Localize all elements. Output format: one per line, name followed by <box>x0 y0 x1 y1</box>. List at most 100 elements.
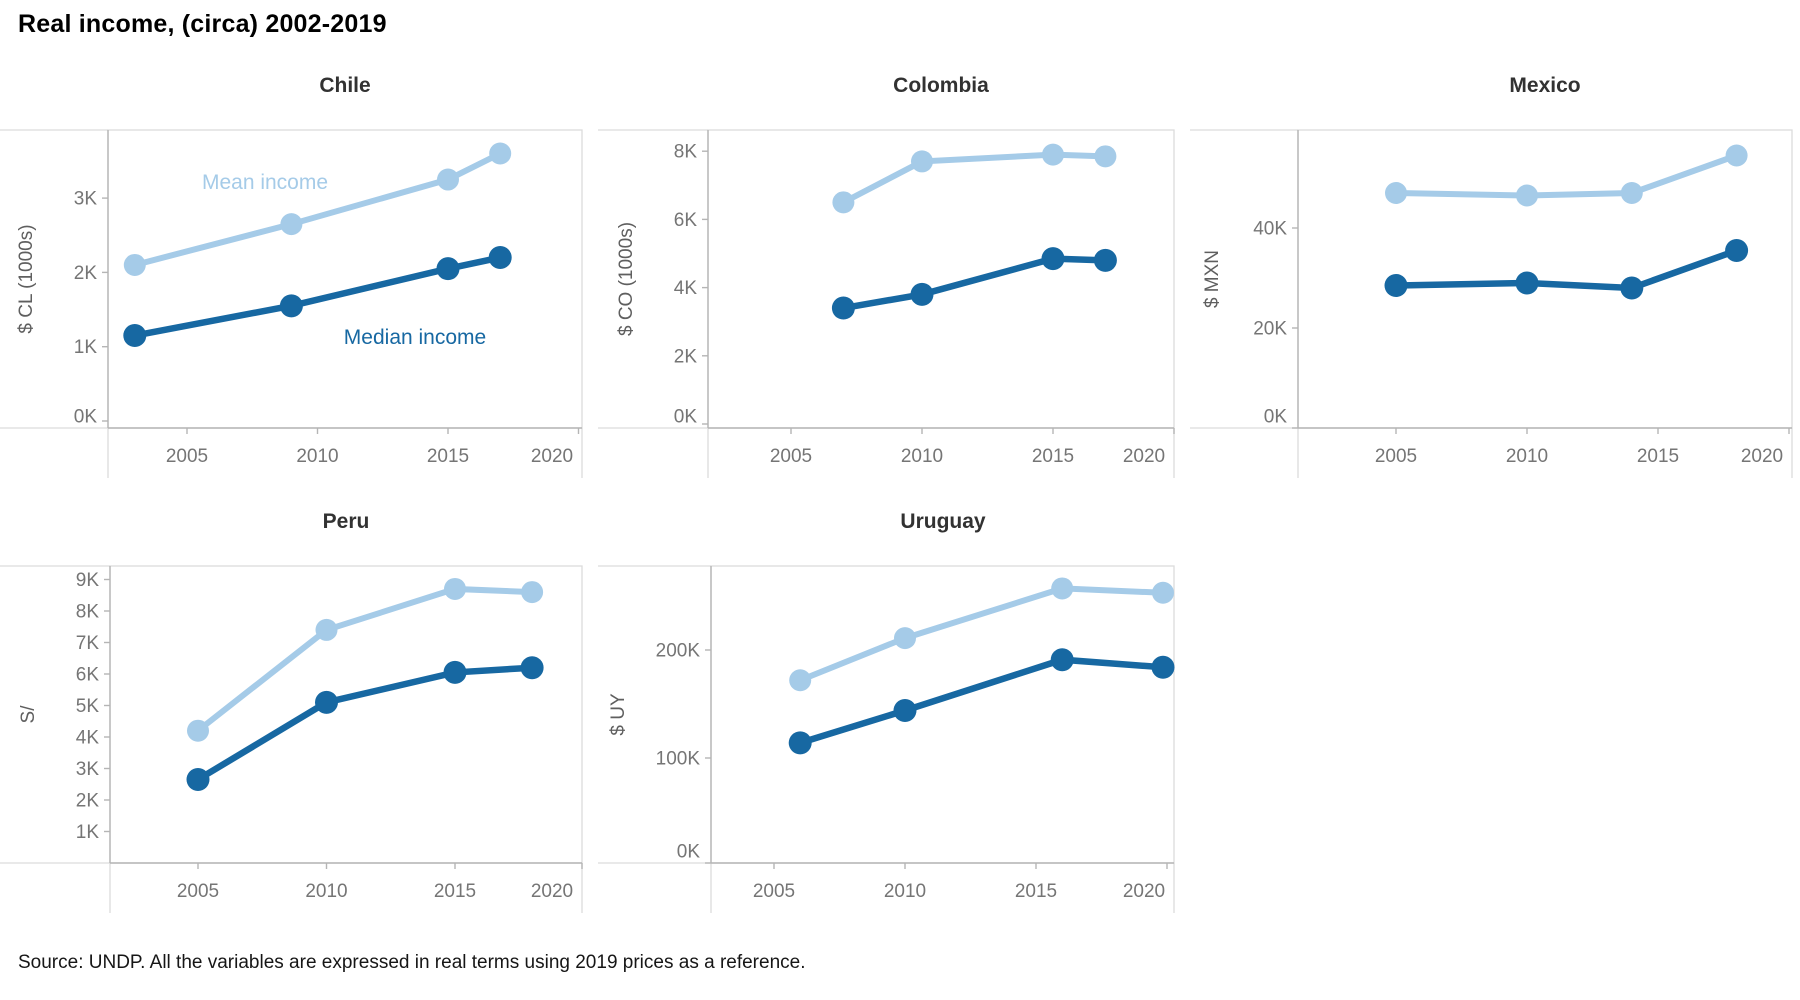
x-tick-label: 2015 <box>1637 446 1679 467</box>
x-tick-label: 2010 <box>901 446 943 467</box>
chart-title: Chile <box>319 74 370 97</box>
mean-income-point[interactable] <box>832 191 855 214</box>
y-axis-title: $ UY <box>608 693 629 736</box>
median-income-point[interactable] <box>315 690 338 714</box>
x-tick-label: 2005 <box>166 446 208 467</box>
plot-area <box>107 129 583 429</box>
x-tick-label: 2020 <box>531 881 573 902</box>
median-income-point[interactable] <box>488 246 512 270</box>
mean-income-line <box>195 585 536 734</box>
x-tick-label: 2020 <box>531 446 573 467</box>
median-income-point[interactable] <box>1620 276 1644 300</box>
median-income-line <box>131 254 504 339</box>
median-income-point[interactable] <box>1515 271 1539 295</box>
median-income-point[interactable] <box>279 294 303 318</box>
mean-income-point[interactable] <box>1094 145 1117 168</box>
y-tick-label: 2K <box>74 263 98 284</box>
y-tick-label: 3K <box>76 759 100 780</box>
mean-income-point[interactable] <box>187 719 209 742</box>
source-note: Source: UNDP. All the variables are expr… <box>18 952 806 973</box>
median-income-point[interactable] <box>788 731 812 755</box>
chart-title: Peru <box>323 510 370 533</box>
mean-income-point[interactable] <box>437 168 459 191</box>
mean-income-label: Mean income <box>202 171 328 194</box>
x-tick-label: 2010 <box>296 446 338 467</box>
mean-income-point[interactable] <box>444 577 466 600</box>
chart-title: Colombia <box>893 74 989 97</box>
mean-income-point[interactable] <box>789 669 812 692</box>
y-tick-label: 4K <box>76 728 100 749</box>
median-income-point[interactable] <box>1384 274 1408 297</box>
mean-income-point[interactable] <box>280 213 303 236</box>
x-tick-label: 2005 <box>770 446 812 467</box>
mean-income-point[interactable] <box>1385 182 1407 204</box>
y-tick-label: 20K <box>1253 319 1287 340</box>
mean-income-point[interactable] <box>1042 143 1064 166</box>
x-tick-label: 2005 <box>177 881 219 902</box>
median-income-point[interactable] <box>436 257 460 281</box>
median-income-point[interactable] <box>186 768 210 792</box>
mean-income-point[interactable] <box>1051 577 1074 600</box>
mean-income-point[interactable] <box>1152 581 1174 604</box>
median-income-point[interactable] <box>1093 248 1117 272</box>
median-income-point[interactable] <box>1151 655 1175 679</box>
mean-income-line <box>131 150 504 268</box>
y-tick-label: 0K <box>1264 407 1288 428</box>
median-income-point[interactable] <box>123 324 147 348</box>
y-tick-label: 9K <box>76 570 100 591</box>
mean-income-point[interactable] <box>123 253 146 276</box>
y-tick-label: 0K <box>677 842 701 863</box>
median-income-point[interactable] <box>520 656 544 680</box>
median-income-point[interactable] <box>910 282 934 306</box>
mean-income-point[interactable] <box>894 627 916 650</box>
y-tick-label: 6K <box>76 665 100 686</box>
median-income-point[interactable] <box>1050 648 1074 672</box>
mean-income-line <box>1393 152 1740 199</box>
plot-area <box>707 129 1175 429</box>
median-income-point[interactable] <box>831 296 855 320</box>
y-tick-label: 100K <box>656 749 701 770</box>
median-income-point[interactable] <box>1725 239 1749 262</box>
mean-income-point[interactable] <box>1620 182 1643 204</box>
mean-income-point[interactable] <box>911 150 933 173</box>
y-axis-title: S/ <box>18 705 39 724</box>
y-tick-label: 5K <box>76 696 100 717</box>
y-tick-label: 8K <box>674 142 698 163</box>
x-tick-label: 2015 <box>1032 446 1074 467</box>
y-axis-title: $ CL (1000s) <box>16 224 37 333</box>
mean-income-point[interactable] <box>1725 144 1748 167</box>
x-tick-label: 2015 <box>427 446 469 467</box>
x-tick-label: 2020 <box>1123 446 1165 467</box>
mean-income-point[interactable] <box>315 618 338 641</box>
mean-income-point[interactable] <box>489 142 512 165</box>
chart-title: Uruguay <box>900 510 986 533</box>
mean-income-line <box>797 585 1166 684</box>
y-tick-label: 0K <box>74 407 98 428</box>
median-income-line <box>840 255 1109 312</box>
median-income-point[interactable] <box>893 698 917 722</box>
mean-income-point[interactable] <box>521 581 544 604</box>
y-tick-label: 6K <box>674 210 698 231</box>
plot-area <box>1297 129 1793 429</box>
x-tick-label: 2020 <box>1741 446 1783 467</box>
y-axis-title: $ CO (1000s) <box>616 222 637 336</box>
median-income-line <box>194 664 536 783</box>
x-tick-label: 2015 <box>1015 881 1057 902</box>
median-income-point[interactable] <box>1041 247 1065 271</box>
y-tick-label: 7K <box>76 633 100 654</box>
y-tick-label: 1K <box>76 822 100 843</box>
y-tick-label: 1K <box>74 337 98 358</box>
x-tick-label: 2015 <box>434 881 476 902</box>
x-tick-label: 2020 <box>1123 881 1165 902</box>
mean-income-point[interactable] <box>1516 184 1538 207</box>
y-tick-label: 4K <box>674 278 698 299</box>
plot-area <box>109 565 583 864</box>
x-tick-label: 2005 <box>753 881 795 902</box>
x-tick-label: 2005 <box>1375 446 1417 467</box>
median-income-point[interactable] <box>443 660 467 684</box>
